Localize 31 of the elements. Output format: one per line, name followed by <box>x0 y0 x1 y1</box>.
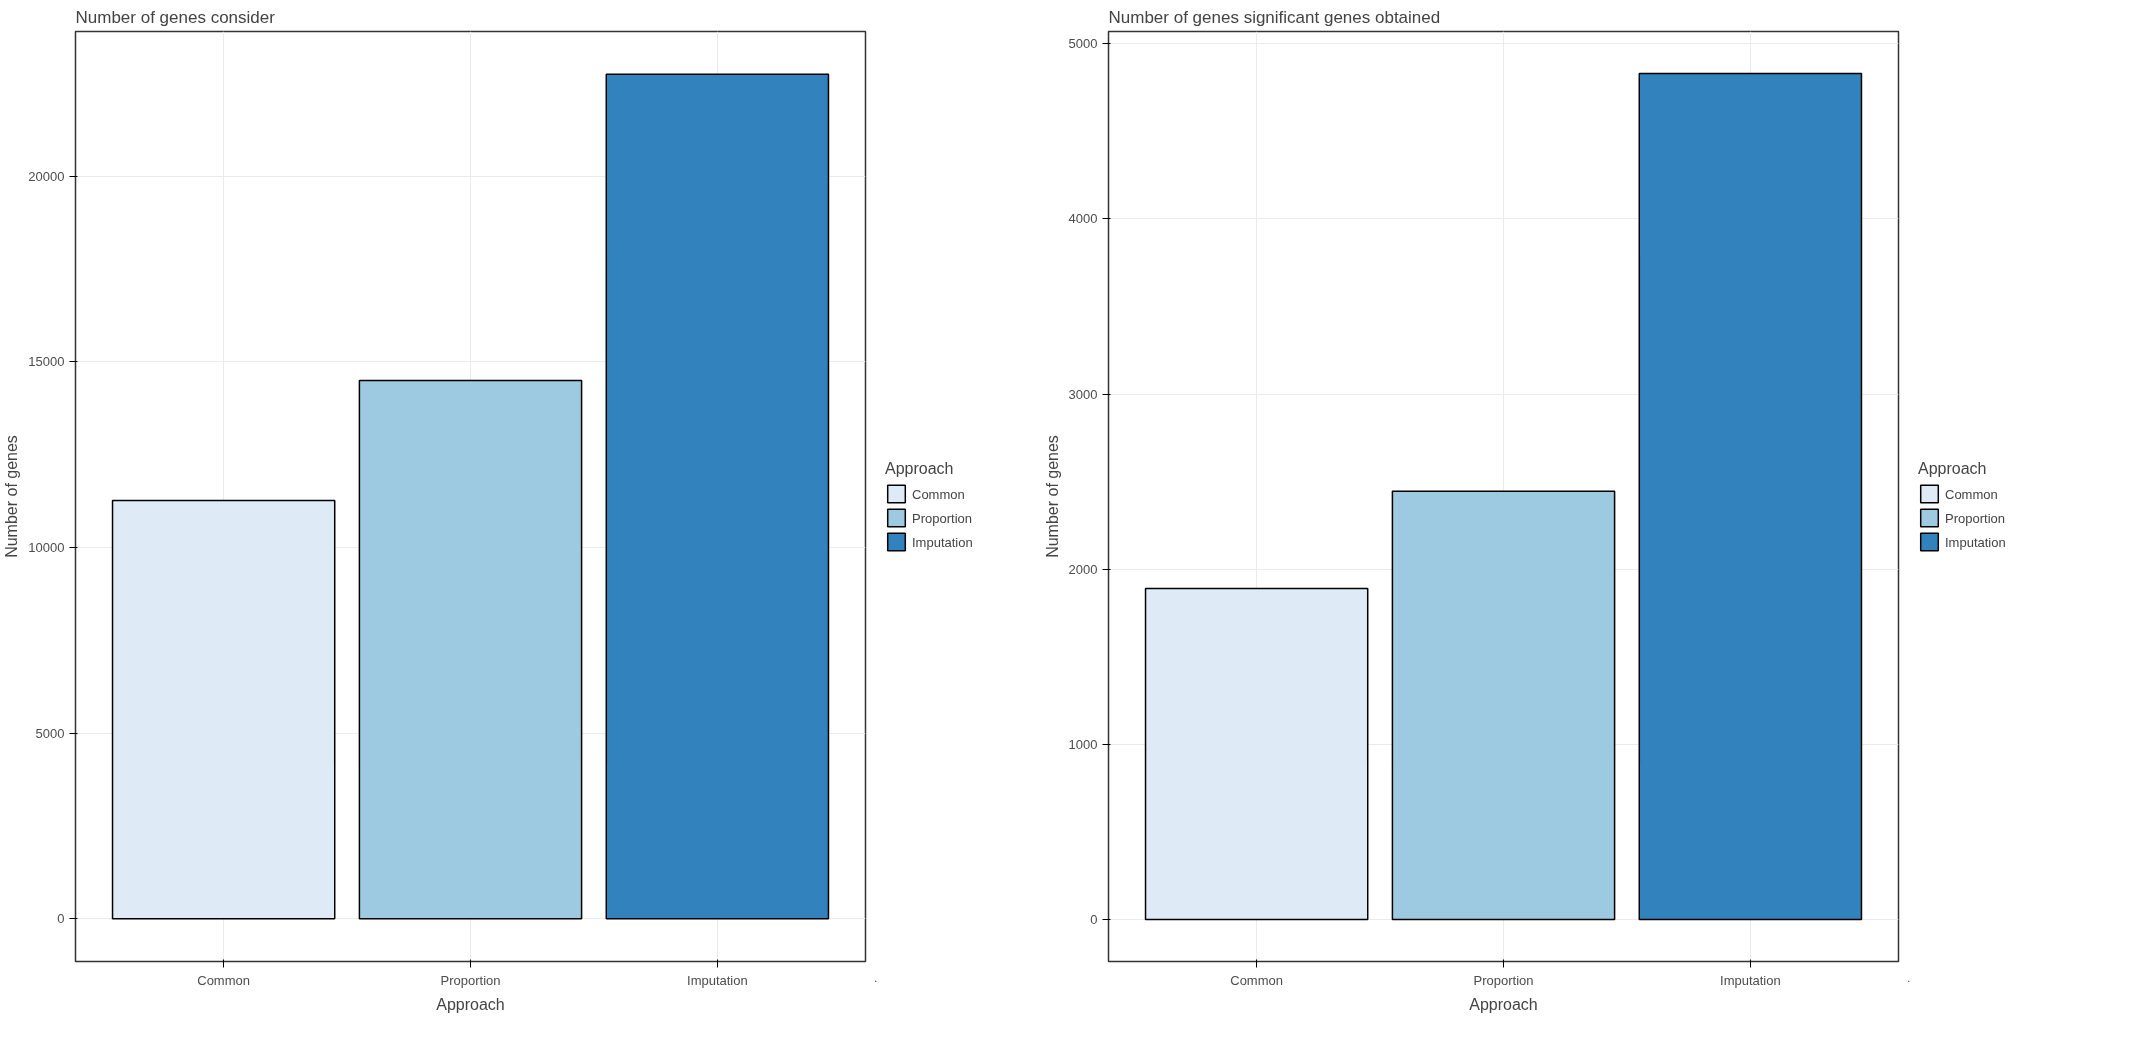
x-tick-label: Proportion <box>440 972 501 988</box>
legend-title: Approach <box>885 459 955 478</box>
legend-label: Imputation <box>912 534 973 549</box>
y-tick-label: 2000 <box>1068 561 1098 577</box>
y-tick-label: 3000 <box>1068 386 1098 402</box>
chart-title: Number of genes consider <box>75 7 276 27</box>
x-axis-title: Approach <box>1469 995 1538 1013</box>
legend-label: Proportion <box>1945 510 2005 525</box>
legend-title: Approach <box>1918 459 1988 478</box>
y-tick-label: 5000 <box>35 725 65 741</box>
x-tick-label: Imputation <box>687 972 748 988</box>
legend-label: Common <box>912 486 965 501</box>
y-tick-label: 0 <box>57 911 65 927</box>
y-tick-label: 0 <box>1090 911 1098 927</box>
x-tick-label: Common <box>197 972 251 988</box>
y-tick-label: 15000 <box>28 354 65 370</box>
y-axis-title: Number of genes <box>1043 435 1061 558</box>
legend-label: Common <box>1945 486 1998 501</box>
y-tick-label: 4000 <box>1068 211 1098 227</box>
x-axis-title: Approach <box>436 995 505 1013</box>
y-tick-label: 20000 <box>28 168 65 184</box>
chart-title: Number of genes significant genes obtained <box>1108 7 1441 27</box>
legend-label: Imputation <box>1945 534 2006 549</box>
y-axis-title: Number of genes <box>3 435 21 558</box>
x-tick-label: Common <box>1230 972 1284 988</box>
x-tick-label: Imputation <box>1720 972 1781 988</box>
y-tick-label: 1000 <box>1068 736 1098 752</box>
y-tick-label: 10000 <box>28 540 65 556</box>
legend-label: Proportion <box>912 510 972 525</box>
x-tick-label: Proportion <box>1473 972 1534 988</box>
y-tick-label: 5000 <box>1068 36 1098 52</box>
